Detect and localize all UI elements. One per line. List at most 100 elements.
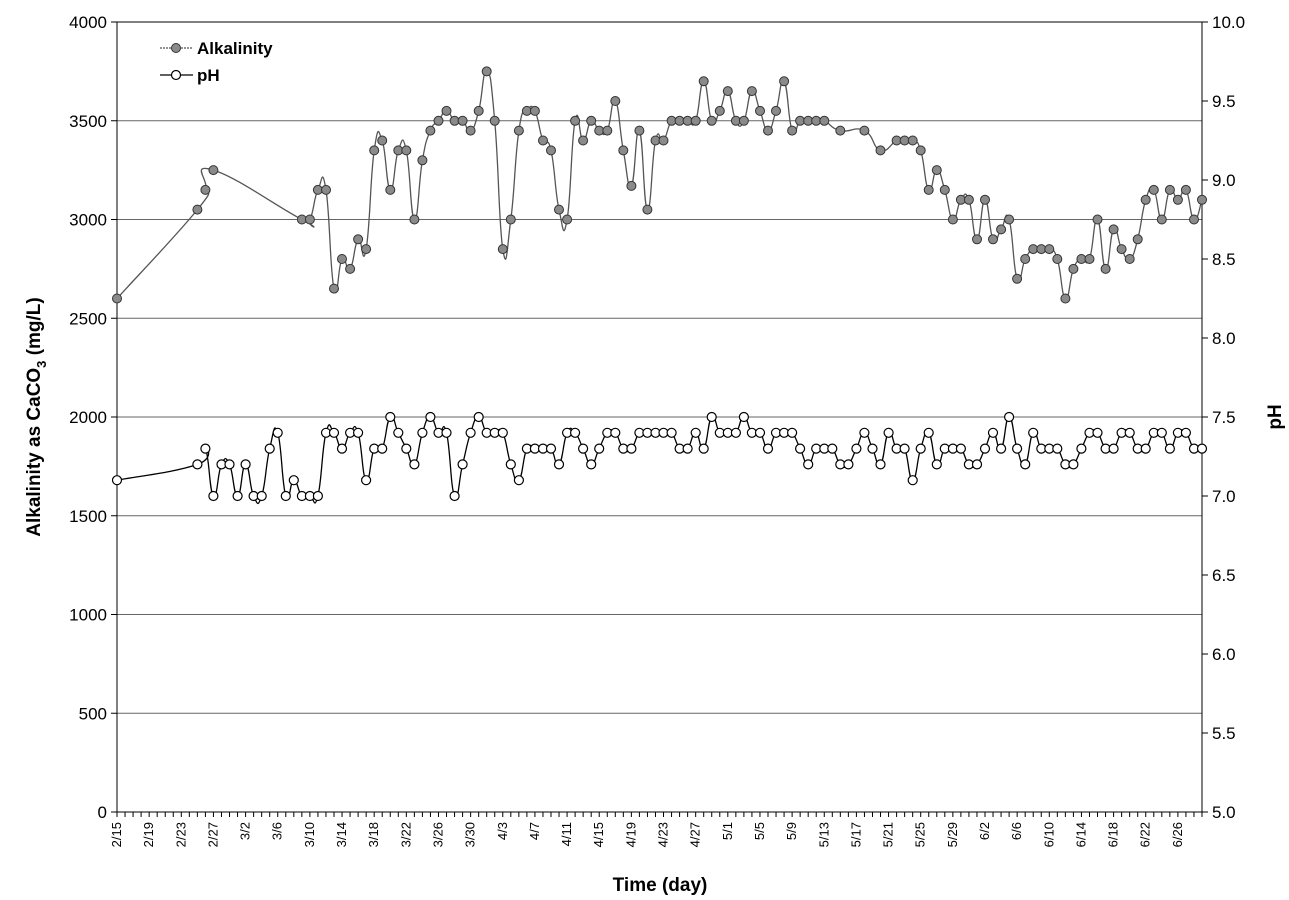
x-tick-label-6-22: 6/22 <box>1138 822 1153 847</box>
alkalinity-point-80 <box>947 214 958 225</box>
ph-point-80 <box>827 443 838 454</box>
ph-point-6 <box>232 490 243 502</box>
ph-point-46 <box>553 459 565 470</box>
ph-point-75 <box>786 427 798 438</box>
ph-point-84 <box>859 427 870 438</box>
left-tick-label-2500: 2500 <box>69 309 107 328</box>
alkalinity-point-82 <box>963 194 974 205</box>
ph-point-85 <box>867 443 878 454</box>
alkalinity-point-47 <box>642 204 653 215</box>
alkalinity-point-76 <box>915 145 926 156</box>
ph-point-115 <box>1108 443 1119 454</box>
alkalinity-point-34 <box>538 135 548 146</box>
right-tick-label-5.5: 5.5 <box>1212 724 1236 743</box>
x-axis-title: Time (day) <box>613 875 708 896</box>
alkalinity-point-71 <box>859 125 870 136</box>
right-tick-label-10.0: 10.0 <box>1212 13 1245 32</box>
left-tick-label-4000: 4000 <box>69 13 107 32</box>
x-tick-label-3-18: 3/18 <box>366 822 381 847</box>
alkalinity-point-38 <box>570 115 581 126</box>
ph-point-113 <box>1092 427 1103 438</box>
ph-point-96 <box>955 443 967 454</box>
alkalinity-point-29 <box>497 244 508 255</box>
alkalinity-point-36 <box>554 204 564 215</box>
x-tick-label-3-6: 3/6 <box>270 822 285 840</box>
ph-point-16 <box>312 490 323 502</box>
alkalinity-point-3 <box>208 165 219 176</box>
ph-point-33 <box>449 490 460 502</box>
ph-point-111 <box>1076 443 1087 454</box>
ph-point-39 <box>497 427 508 438</box>
alkalinity-point-108 <box>1172 194 1183 205</box>
ph-point-55 <box>626 443 637 454</box>
alkalinity-point-27 <box>481 66 492 77</box>
alkalinity-point-89 <box>1020 254 1031 264</box>
right-tick-label-6.0: 6.0 <box>1212 645 1236 664</box>
alkalinity-point-19 <box>417 155 428 166</box>
left-tick-label-3500: 3500 <box>69 112 107 131</box>
ph-point-30 <box>425 411 436 423</box>
alkalinity-point-97 <box>1084 254 1095 264</box>
series-line-alkalinity <box>116 70 1203 300</box>
alkalinity-point-13 <box>369 145 380 156</box>
left-tick-label-1500: 1500 <box>69 507 107 526</box>
alkalinity-point-69 <box>819 115 830 126</box>
alkalinity-point-8 <box>329 283 339 294</box>
right-tick-label-9.5: 9.5 <box>1212 92 1236 111</box>
ph-point-60 <box>666 427 677 438</box>
ph-point-83 <box>851 443 862 454</box>
ph-point-24 <box>377 443 388 454</box>
ph-point-53 <box>610 427 621 438</box>
x-tick-label-5-25: 5/25 <box>913 822 928 847</box>
alkalinity-point-37 <box>562 214 573 225</box>
ph-point-91 <box>915 443 926 454</box>
alkalinity-point-28 <box>489 115 500 126</box>
ph-point-68 <box>730 427 742 438</box>
ph-point-63 <box>690 427 701 438</box>
ph-point-117 <box>1124 427 1135 438</box>
ph-point-65 <box>706 411 717 423</box>
y-axis-title-right: pH <box>1265 404 1286 429</box>
alkalinity-point-107 <box>1164 184 1175 195</box>
legend-marker-alkalinity <box>171 43 181 53</box>
alkalinity-point-1 <box>192 204 203 215</box>
ph-point-86 <box>875 459 886 470</box>
ph-point-9 <box>256 490 267 502</box>
x-tick-label-5-21: 5/21 <box>881 822 896 847</box>
ph-point-121 <box>1156 427 1167 438</box>
alkalinity-point-61 <box>755 105 765 116</box>
ph-point-34 <box>457 459 468 470</box>
series-layer <box>111 66 1208 505</box>
ph-point-124 <box>1180 427 1192 438</box>
ph-point-48 <box>569 427 581 438</box>
ph-point-62 <box>682 443 693 454</box>
x-tick-label-6-10: 6/10 <box>1041 822 1056 847</box>
ph-point-41 <box>513 475 525 486</box>
alkalinity-point-85 <box>988 234 998 245</box>
ph-point-101 <box>995 443 1007 454</box>
ph-point-0 <box>111 475 123 486</box>
x-tick-label-2-19: 2/19 <box>141 822 156 847</box>
right-tick-label-9.0: 9.0 <box>1212 171 1236 190</box>
x-tick-label-6-14: 6/14 <box>1073 822 1088 847</box>
ph-point-35 <box>465 427 476 438</box>
alkalinity-point-98 <box>1092 214 1103 225</box>
alkalinity-point-93 <box>1052 254 1063 264</box>
alkalinity-point-25 <box>465 125 476 136</box>
legend-item-alkalinity: Alkalinity <box>160 39 273 58</box>
x-tick-label-4-19: 4/19 <box>623 822 638 847</box>
ph-point-104 <box>1020 459 1031 470</box>
alkalinity-point-100 <box>1108 224 1119 235</box>
alkalinity-point-10 <box>345 263 356 274</box>
ph-point-25 <box>385 411 396 423</box>
x-tick-label-6-18: 6/18 <box>1106 822 1121 847</box>
alkalinity-point-26 <box>473 105 484 116</box>
alkalinity-point-24 <box>457 115 468 126</box>
right-tick-label-6.5: 6.5 <box>1212 566 1236 585</box>
left-tick-label-1000: 1000 <box>69 606 107 625</box>
left-tick-label-3000: 3000 <box>69 211 107 230</box>
x-tick-label-3-22: 3/22 <box>398 822 413 847</box>
alkalinity-point-2 <box>200 184 211 195</box>
ph-point-105 <box>1028 427 1039 438</box>
alkalinity-point-83 <box>972 234 982 245</box>
